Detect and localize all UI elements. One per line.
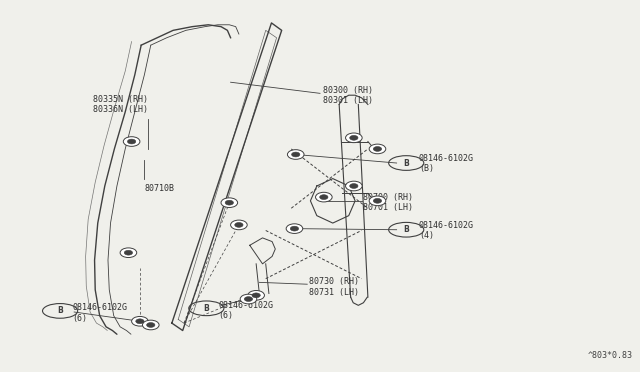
Circle shape	[292, 152, 300, 157]
Text: 08146-6102G
(B): 08146-6102G (B)	[419, 154, 474, 173]
Text: B: B	[204, 304, 209, 313]
Circle shape	[147, 323, 155, 327]
Text: ^803*0.83: ^803*0.83	[588, 351, 633, 360]
Circle shape	[127, 139, 136, 144]
Text: 08146-6102G
(4): 08146-6102G (4)	[419, 221, 474, 240]
Circle shape	[136, 319, 144, 324]
Circle shape	[240, 294, 257, 304]
Circle shape	[225, 200, 234, 205]
Circle shape	[286, 224, 303, 234]
Text: B: B	[403, 158, 409, 167]
Circle shape	[287, 150, 304, 159]
Circle shape	[291, 226, 299, 231]
Text: 80335N (RH)
80336N (LH): 80335N (RH) 80336N (LH)	[93, 95, 148, 114]
Circle shape	[373, 198, 381, 203]
Circle shape	[316, 192, 332, 202]
Circle shape	[143, 320, 159, 330]
Circle shape	[369, 196, 386, 206]
Text: 80300 (RH)
80301 (LH): 80300 (RH) 80301 (LH)	[323, 86, 373, 105]
Circle shape	[124, 137, 140, 146]
Circle shape	[221, 198, 237, 208]
Circle shape	[320, 195, 328, 199]
Circle shape	[230, 220, 247, 230]
Circle shape	[132, 317, 148, 326]
Text: 80710B: 80710B	[145, 184, 174, 193]
Circle shape	[346, 181, 362, 191]
Circle shape	[252, 293, 260, 298]
Text: 08146-6102G
(6): 08146-6102G (6)	[218, 301, 273, 320]
Text: 80730 (RH)
80731 (LH): 80730 (RH) 80731 (LH)	[309, 277, 359, 296]
Text: B: B	[403, 225, 409, 234]
Text: B: B	[57, 307, 63, 315]
Circle shape	[235, 222, 243, 227]
Circle shape	[244, 296, 253, 301]
Text: 08146-6102G
(6): 08146-6102G (6)	[72, 304, 127, 323]
Circle shape	[369, 144, 386, 154]
Circle shape	[120, 248, 137, 257]
Circle shape	[248, 291, 264, 300]
Circle shape	[346, 133, 362, 142]
Circle shape	[373, 147, 381, 151]
Text: 80700 (RH)
80701 (LH): 80700 (RH) 80701 (LH)	[364, 193, 413, 212]
Circle shape	[349, 184, 358, 188]
Circle shape	[124, 250, 132, 255]
Circle shape	[349, 135, 358, 140]
